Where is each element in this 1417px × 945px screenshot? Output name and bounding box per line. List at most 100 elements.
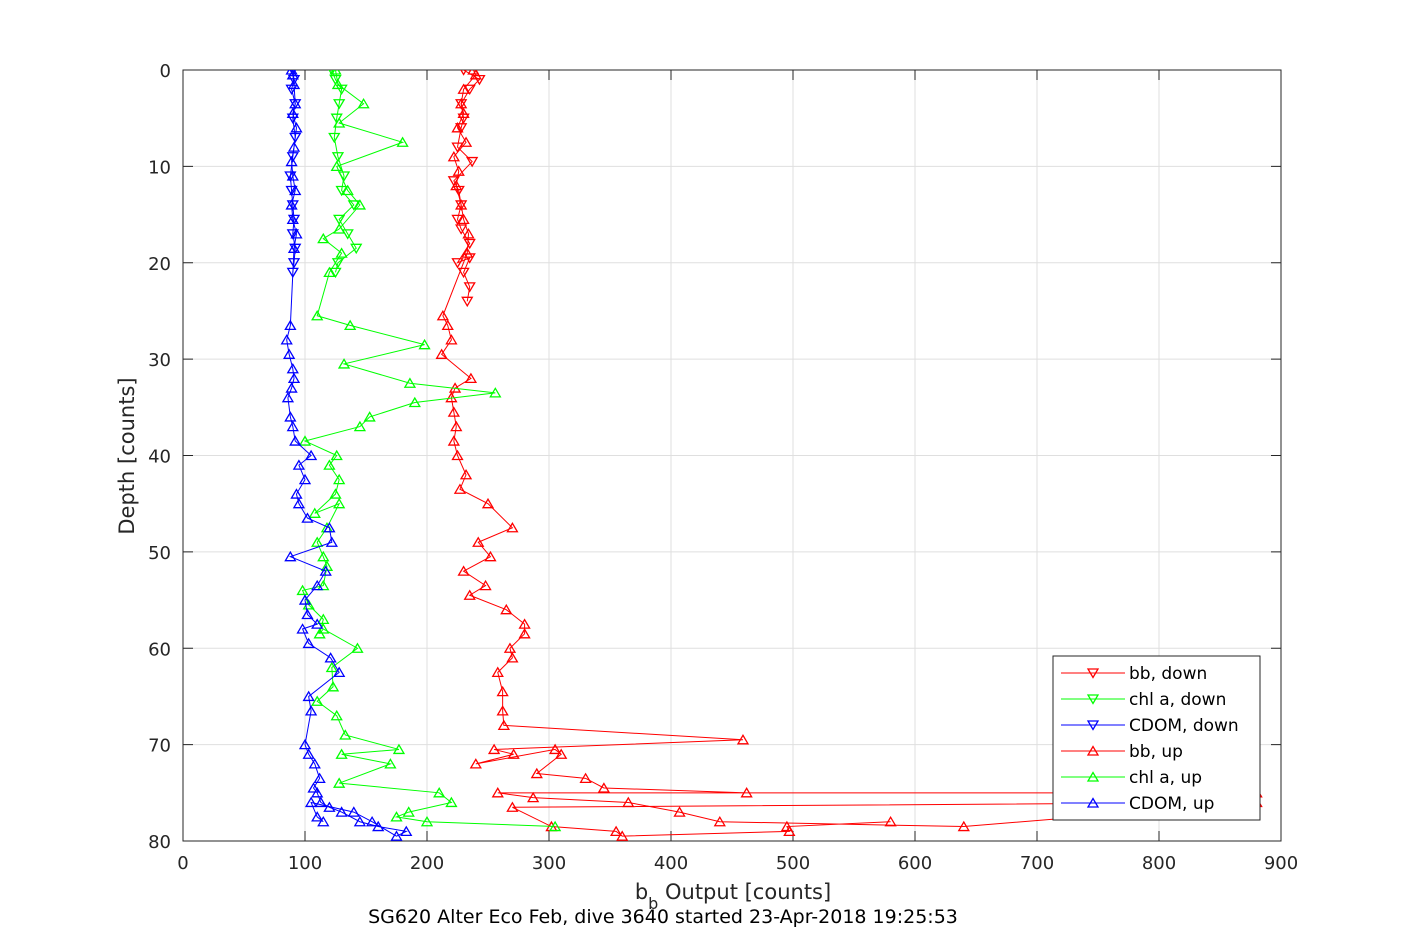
data-point-marker	[330, 709, 343, 721]
data-point-marker	[284, 550, 297, 562]
data-point-marker	[333, 214, 346, 226]
data-point-marker	[330, 160, 343, 172]
data-point-marker	[460, 70, 468, 76]
data-point-marker	[740, 787, 753, 798]
x-tick-label: 700	[1020, 853, 1054, 874]
data-point-marker	[333, 99, 346, 110]
data-point-marker	[503, 642, 517, 653]
data-point-marker	[285, 185, 298, 197]
data-point-marker	[353, 420, 367, 432]
x-tick-label: 800	[1142, 853, 1176, 874]
data-point-marker	[317, 815, 330, 827]
data-point-marker	[447, 406, 460, 417]
data-point-marker	[780, 820, 794, 832]
data-point-marker	[450, 420, 463, 432]
data-point-marker	[333, 777, 346, 788]
data-point-marker	[335, 247, 348, 258]
data-point-marker	[555, 748, 568, 759]
y-tick-label: 50	[148, 543, 171, 564]
data-point-marker	[455, 224, 468, 235]
data-point-marker	[289, 435, 302, 446]
data-point-marker	[457, 83, 470, 94]
data-point-marker	[506, 652, 519, 663]
data-point-marker	[285, 70, 298, 75]
data-point-marker	[1086, 720, 1100, 731]
data-point-marker	[518, 628, 531, 639]
data-point-marker	[333, 223, 346, 234]
data-point-marker	[500, 603, 513, 615]
data-point-marker	[461, 247, 474, 258]
plot-series	[280, 70, 1263, 841]
data-point-marker	[357, 97, 370, 109]
data-point-marker	[466, 156, 479, 168]
data-point-marker	[333, 473, 346, 485]
data-point-marker	[461, 296, 474, 308]
data-point-marker	[287, 372, 301, 384]
data-point-marker	[497, 719, 510, 730]
y-tick-label: 30	[148, 350, 171, 371]
data-point-marker	[298, 473, 312, 485]
data-point-marker	[323, 266, 336, 278]
data-point-marker	[311, 309, 324, 321]
data-point-marker	[496, 705, 509, 716]
data-point-marker	[408, 396, 421, 408]
data-point-marker	[286, 420, 299, 432]
data-point-marker	[304, 449, 318, 461]
data-point-marker	[301, 608, 314, 620]
axis-ticks: 0 100 200 300 400 500 600 700 800 900 0 10 20 30 40 50 6…	[148, 61, 1298, 874]
data-point-marker	[335, 806, 348, 817]
data-point-marker	[302, 637, 315, 649]
data-point-marker	[453, 483, 467, 494]
data-point-marker	[463, 282, 476, 293]
data-point-marker	[1086, 771, 1100, 782]
data-point-marker	[390, 830, 403, 841]
data-point-marker	[319, 565, 332, 576]
data-point-marker	[335, 748, 348, 759]
data-point-marker	[579, 772, 592, 784]
data-point-marker	[308, 507, 321, 518]
data-point-marker	[530, 767, 543, 779]
x-tick-label: 500	[776, 853, 810, 874]
data-point-marker	[296, 584, 309, 596]
data-point-marker	[292, 497, 306, 509]
data-point-marker	[491, 666, 504, 677]
series-1	[328, 70, 363, 279]
x-tick-label: 600	[898, 853, 932, 874]
data-point-marker	[289, 243, 302, 255]
data-point-marker	[331, 152, 345, 163]
data-point-marker	[323, 801, 336, 812]
series-line	[331, 70, 357, 273]
data-point-marker	[284, 319, 297, 331]
data-point-marker	[302, 748, 315, 759]
data-point-marker	[289, 184, 302, 196]
data-point-marker	[447, 150, 460, 162]
data-point-marker	[289, 132, 302, 144]
data-point-marker	[347, 806, 360, 817]
data-point-marker	[436, 309, 449, 321]
y-tick-label: 20	[148, 254, 171, 275]
data-point-marker	[292, 459, 306, 470]
legend-label: CDOM, down	[1129, 716, 1239, 736]
data-point-marker	[329, 70, 342, 75]
x-tick-label: 100	[288, 853, 322, 874]
data-point-marker	[713, 815, 726, 827]
data-point-marker	[287, 214, 301, 226]
data-point-marker	[479, 579, 492, 591]
data-point-marker	[1086, 745, 1100, 756]
data-point-marker	[296, 623, 309, 634]
data-point-marker	[341, 184, 354, 196]
data-point-marker	[736, 734, 750, 745]
data-point-marker	[285, 155, 298, 167]
data-point-marker	[392, 743, 406, 755]
y-tick-label: 40	[148, 447, 171, 468]
data-point-marker	[455, 199, 468, 210]
data-point-marker	[457, 213, 470, 225]
x-tick-label: 200	[410, 853, 444, 874]
data-point-marker	[463, 589, 476, 600]
data-point-marker	[616, 830, 629, 841]
data-point-marker	[487, 743, 501, 755]
data-point-marker	[884, 815, 897, 827]
data-point-marker	[339, 729, 352, 740]
data-point-marker	[311, 811, 324, 822]
data-point-marker	[455, 97, 468, 109]
